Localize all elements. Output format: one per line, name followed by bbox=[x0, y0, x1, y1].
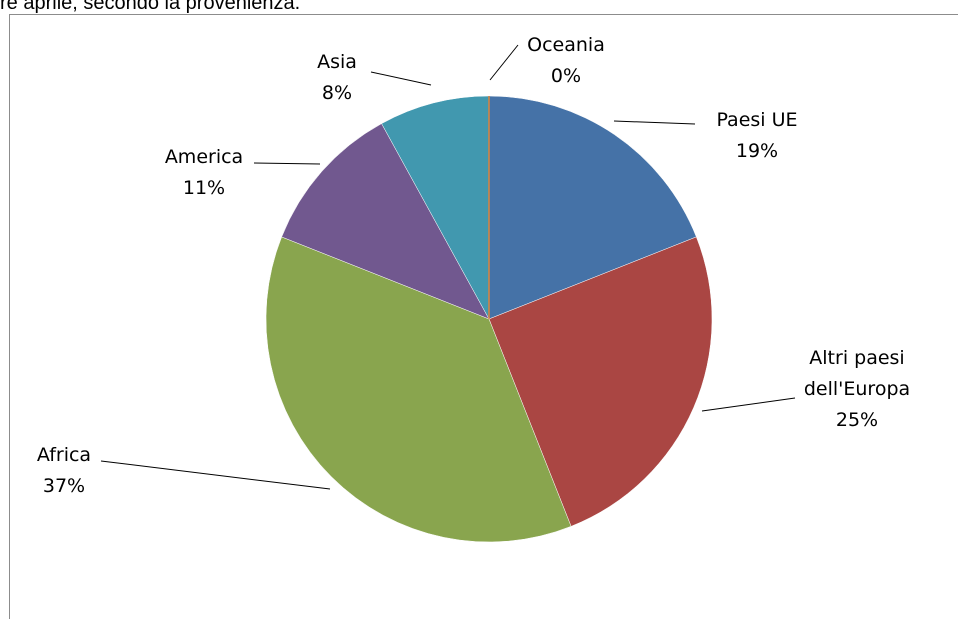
data-label-paesi-ue: Paesi UE 19% bbox=[716, 109, 797, 162]
data-label-america: America 11% bbox=[165, 146, 243, 199]
data-label-oceania: Oceania 0% bbox=[527, 34, 605, 87]
leader-line-paesi-ue bbox=[613, 120, 696, 125]
pie-slice-altri-paesi-dell-europa bbox=[488, 236, 713, 527]
data-label-asia: Asia 8% bbox=[317, 51, 357, 104]
leader-line-africa bbox=[100, 460, 331, 490]
figure-caption: re aprile, secondo la provenienza. bbox=[0, 0, 301, 14]
pie-slice-asia bbox=[381, 95, 490, 320]
leader-line-altri-paesi-dell-europa bbox=[701, 397, 796, 412]
pie-slice-america bbox=[281, 123, 490, 320]
data-label-altri-paesi-dell-europa: Altri paesi dell'Europa 25% bbox=[804, 347, 910, 431]
data-label-africa: Africa 37% bbox=[37, 444, 91, 497]
leader-line-oceania bbox=[489, 44, 519, 81]
pie-slice-africa bbox=[265, 236, 572, 543]
leader-line-america bbox=[253, 162, 321, 165]
leader-line-asia bbox=[370, 71, 432, 86]
chart-frame bbox=[9, 14, 958, 619]
pie-slice-paesi-ue bbox=[488, 95, 697, 320]
